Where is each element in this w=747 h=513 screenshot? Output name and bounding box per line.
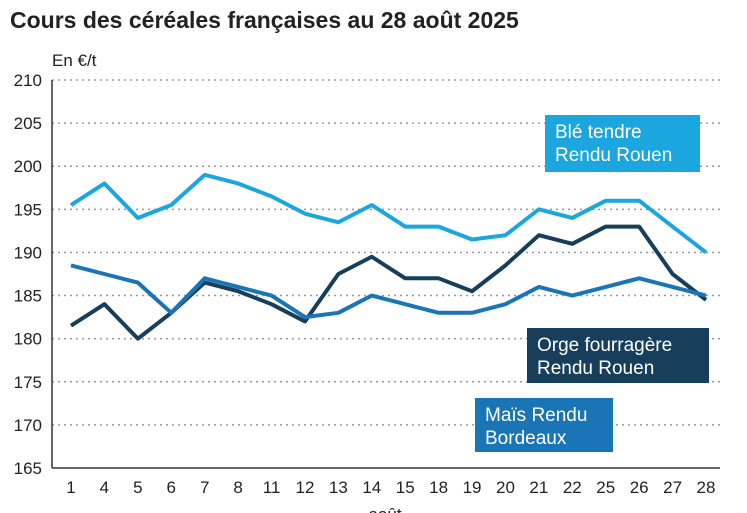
- x-tick-label: 1: [66, 478, 75, 497]
- x-tick-label: 8: [233, 478, 242, 497]
- legend-label: Rendu Rouen: [537, 358, 654, 379]
- x-tick-label: 14: [362, 478, 381, 497]
- y-tick-label: 205: [14, 114, 42, 133]
- y-axis-label: En €/t: [52, 51, 97, 70]
- legend-box: [545, 115, 700, 172]
- y-tick-label: 180: [14, 330, 42, 349]
- x-tick-label: 18: [429, 478, 448, 497]
- x-axis-label: août: [368, 505, 401, 513]
- legend-box: [527, 328, 709, 383]
- y-tick-label: 210: [14, 71, 42, 90]
- x-tick-label: 12: [295, 478, 314, 497]
- legend-label: Maïs Rendu: [485, 405, 587, 426]
- y-tick-label: 175: [14, 373, 42, 392]
- legend-label: Bordeaux: [485, 428, 567, 449]
- x-tick-label: 28: [697, 478, 716, 497]
- series-line: [70, 263, 707, 320]
- x-tick-label: 11: [263, 478, 281, 497]
- legend-label: Orge fourragère: [537, 335, 672, 356]
- y-tick-label: 170: [14, 416, 42, 435]
- x-tick-label: 19: [463, 478, 482, 497]
- chart-title: Cours des céréales françaises au 28 août…: [10, 7, 519, 33]
- legend-label: Rendu Rouen: [555, 145, 672, 166]
- x-tick-label: 6: [167, 478, 176, 497]
- series-line: [69, 224, 708, 341]
- x-tick-label: 7: [200, 478, 209, 497]
- x-tick-label: 20: [496, 478, 515, 497]
- x-tick-label: 27: [663, 478, 682, 497]
- legend-label: Blé tendre: [555, 122, 642, 143]
- y-tick-label: 165: [14, 459, 42, 478]
- x-tick-label: 5: [133, 478, 142, 497]
- y-tick-label: 190: [14, 243, 42, 262]
- y-tick-label: 185: [14, 287, 42, 306]
- x-tick-label: 4: [100, 478, 109, 497]
- series-line: [69, 172, 708, 255]
- x-tick-label: 13: [329, 478, 348, 497]
- x-tick-label: 22: [563, 478, 582, 497]
- y-tick-label: 200: [14, 157, 42, 176]
- x-tick-label: 15: [396, 478, 415, 497]
- legend-box: [475, 398, 613, 452]
- x-tick-label: 26: [630, 478, 649, 497]
- x-tick-label: 25: [596, 478, 615, 497]
- x-tick-label: 21: [529, 478, 548, 497]
- y-tick-label: 195: [14, 200, 42, 219]
